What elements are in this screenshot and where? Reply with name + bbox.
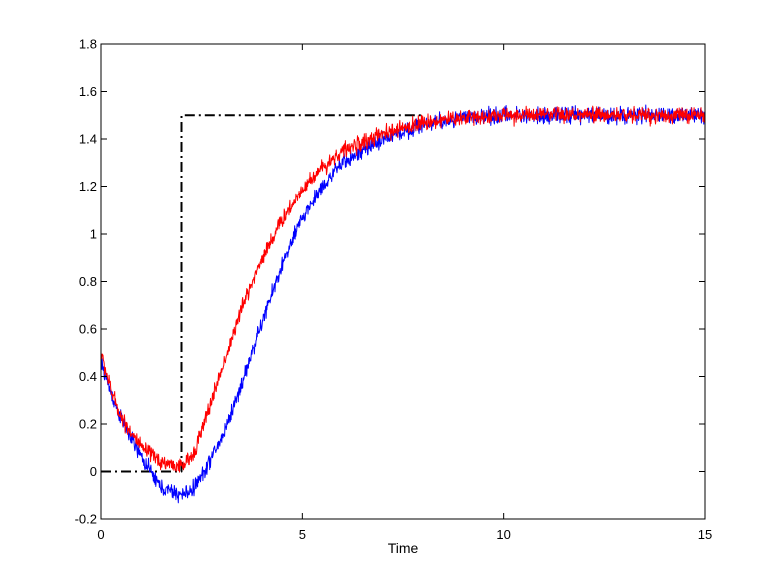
series-line-2 [100, 105, 706, 473]
x-tick-label: 15 [698, 527, 712, 542]
y-tick-label: 0.6 [79, 322, 97, 337]
x-axis-label: Time [388, 540, 419, 556]
y-tick-label: 0.8 [79, 274, 97, 289]
y-tick-label: 1.8 [79, 37, 97, 52]
y-tick-label: 1.6 [79, 84, 97, 99]
x-tick-label: 5 [299, 527, 306, 542]
x-tick-label: 10 [496, 527, 510, 542]
x-tick-label: 0 [97, 527, 104, 542]
y-tick-label: 1 [90, 227, 97, 242]
y-tick-label: 1.4 [79, 132, 97, 147]
y-tick-label: 0.2 [79, 417, 97, 432]
tick-layer: 0 5 10 15-0.200.20.40.60.811.21.41.61.8 [75, 37, 713, 543]
y-tick-label: 0.4 [79, 369, 97, 384]
series-layer [100, 104, 706, 504]
series-line-0 [101, 114, 424, 473]
y-tick-label: 0 [90, 464, 97, 479]
y-tick-label: 1.2 [79, 179, 97, 194]
y-tick-label: -0.2 [75, 512, 97, 527]
